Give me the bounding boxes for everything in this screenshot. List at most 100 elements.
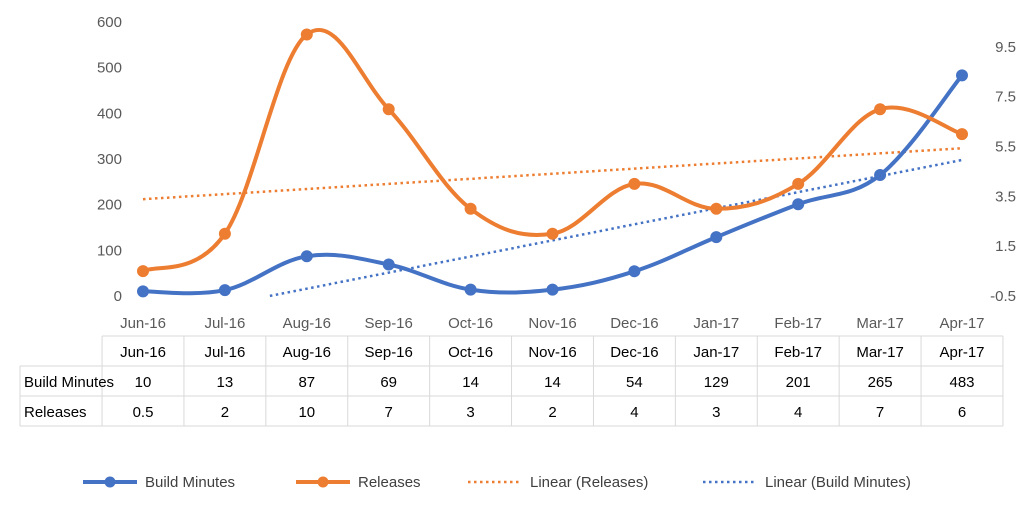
left-axis-tick-label: 300 [97, 151, 122, 168]
table-header-cell: Jun-16 [120, 344, 166, 361]
left-axis-tick-label: 0 [114, 288, 122, 305]
table-cell: 3 [466, 404, 474, 421]
x-axis-tick-label: Feb-17 [774, 315, 822, 332]
data-point [300, 28, 313, 41]
data-point [710, 202, 723, 215]
left-axis-tick-label: 200 [97, 197, 122, 214]
right-axis-tick-label: 3.5 [995, 188, 1016, 205]
x-axis-tick-label: Dec-16 [610, 315, 658, 332]
series-line [142, 74, 964, 296]
legend-item: Linear (Releases) [468, 474, 648, 491]
table-cell: 13 [217, 374, 234, 391]
right-axis-tick-labels: -0.5 1.5 3.5 5.5 7.5 9.5 [990, 39, 1016, 305]
right-axis-tick-label: 7.5 [995, 89, 1016, 106]
x-axis-tick-label: Jan-17 [693, 315, 739, 332]
data-point [382, 258, 395, 271]
table-cell: 4 [630, 404, 638, 421]
legend-swatch-marker [317, 476, 329, 488]
table-header-cell: Oct-16 [448, 344, 493, 361]
data-point [382, 103, 395, 116]
table-cell: 3 [712, 404, 720, 421]
table-row-label: Build Minutes [24, 374, 114, 391]
table-header-cell: Aug-16 [283, 344, 331, 361]
data-point [300, 250, 313, 263]
table-cell: 87 [298, 374, 315, 391]
right-axis-tick-label: 5.5 [995, 139, 1016, 156]
table-cell: 483 [949, 374, 974, 391]
data-point [137, 285, 149, 298]
table-cell: 129 [704, 374, 729, 391]
table-cell: 14 [462, 374, 479, 391]
data-point [874, 169, 887, 181]
left-axis-tick-labels: 0 100 200 300 400 500 600 [97, 14, 122, 305]
data-point [628, 265, 641, 278]
x-axis-tick-label: Jun-16 [120, 315, 166, 332]
table-cell: 2 [221, 404, 229, 421]
right-axis-tick-label: 9.5 [995, 39, 1016, 56]
table-header-cell: Nov-16 [528, 344, 576, 361]
legend-item: Linear (Build Minutes) [703, 474, 911, 491]
data-point [546, 283, 559, 296]
table-header-cell: Feb-17 [774, 344, 822, 361]
table-row-label: Releases [24, 404, 87, 421]
data-point [710, 231, 723, 244]
data-point [628, 177, 641, 190]
legend-item: Releases [296, 474, 421, 491]
right-axis-tick-label: 1.5 [995, 238, 1016, 255]
data-point [218, 227, 231, 240]
x-axis-tick-label: Mar-17 [856, 315, 904, 332]
table-cell: 201 [786, 374, 811, 391]
x-axis-tick-label: Oct-16 [448, 315, 493, 332]
data-point [792, 177, 805, 190]
table-header-cell: Mar-17 [856, 344, 904, 361]
table-cell: 10 [298, 404, 315, 421]
legend-item: Build Minutes [83, 474, 235, 491]
table-cell: 69 [380, 374, 397, 391]
data-point [218, 284, 231, 297]
x-axis-tick-label: Apr-17 [939, 315, 984, 332]
data-point [464, 283, 477, 296]
legend-label: Linear (Build Minutes) [765, 474, 911, 491]
data-point [464, 202, 477, 215]
table-cell: 10 [135, 374, 152, 391]
table-cell: 0.5 [133, 404, 154, 421]
table-header-cell: Jul-16 [204, 344, 245, 361]
data-point [137, 265, 149, 278]
table-cell: 6 [958, 404, 966, 421]
right-axis-tick-label: -0.5 [990, 288, 1016, 305]
trendline [142, 146, 963, 201]
table-cell: 2 [548, 404, 556, 421]
table-cell: 7 [385, 404, 393, 421]
x-axis-tick-labels: Jun-16 Jul-16 Aug-16 Sep-16 Oct-16 Nov-16 Dec-… [120, 315, 984, 332]
trendlines [142, 146, 963, 298]
data-point [792, 198, 805, 211]
legend-label: Build Minutes [145, 474, 235, 491]
table-header-cell: Jan-17 [693, 344, 739, 361]
table-header-cell: Apr-17 [939, 344, 984, 361]
series-line [142, 27, 963, 273]
legend-swatch-marker [104, 476, 116, 488]
table-cell: 14 [544, 374, 561, 391]
data-table: Jun-16 Jul-16 Aug-16 Sep-16 Oct-16 Nov-16 Dec-… [19, 335, 1004, 427]
left-axis-tick-label: 600 [97, 14, 122, 31]
data-point [874, 103, 887, 116]
table-header-cell: Sep-16 [365, 344, 413, 361]
data-point [956, 128, 968, 141]
x-axis-tick-label: Jul-16 [204, 315, 245, 332]
data-point [546, 227, 559, 240]
x-axis-tick-label: Sep-16 [365, 315, 413, 332]
x-axis-tick-label: Nov-16 [528, 315, 576, 332]
table-cell: 265 [868, 374, 893, 391]
series-lines [142, 27, 964, 296]
data-point [956, 69, 968, 82]
series-points [137, 28, 968, 298]
left-axis-tick-label: 400 [97, 105, 122, 122]
legend: Build Minutes Releases Linear (Releases) Li… [83, 474, 911, 491]
legend-label: Releases [358, 474, 421, 491]
legend-label: Linear (Releases) [530, 474, 648, 491]
left-axis-tick-label: 500 [97, 60, 122, 77]
left-axis-tick-label: 100 [97, 242, 122, 259]
table-cell: 4 [794, 404, 802, 421]
table-cell: 7 [876, 404, 884, 421]
